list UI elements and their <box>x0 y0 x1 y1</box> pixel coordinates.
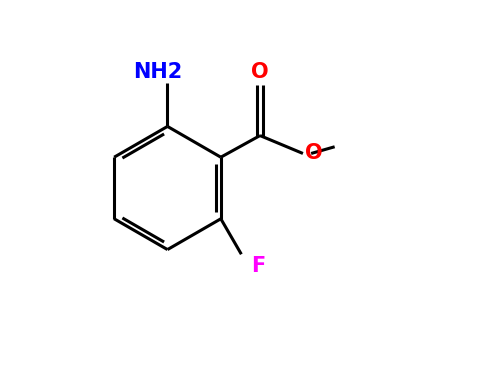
Text: O: O <box>305 144 323 164</box>
Text: O: O <box>251 62 269 82</box>
Text: F: F <box>251 256 265 276</box>
Text: NH2: NH2 <box>134 62 183 82</box>
